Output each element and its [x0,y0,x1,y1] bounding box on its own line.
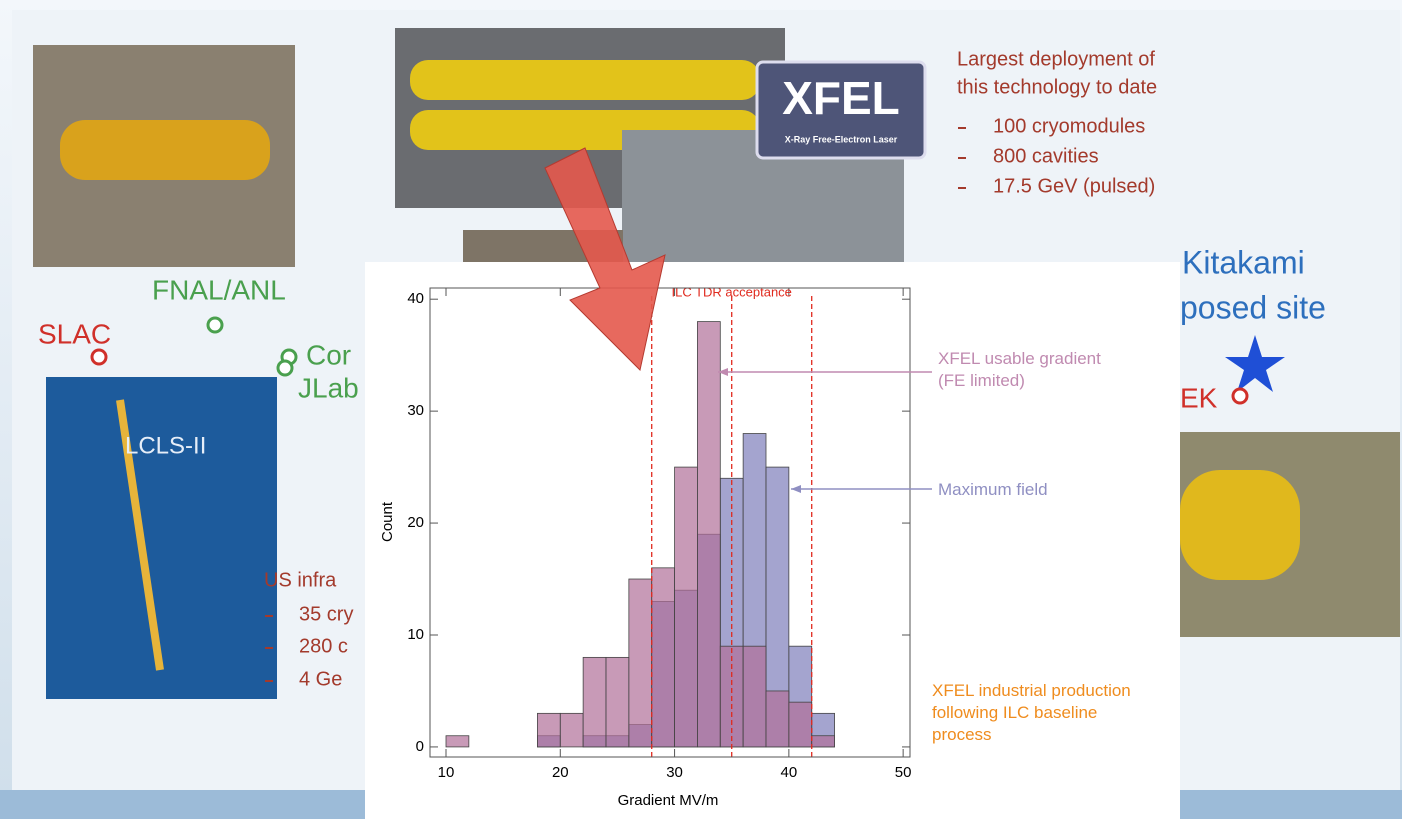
photo-cryomodule [60,120,270,180]
y-tick-label: 0 [416,738,424,755]
arrowhead [791,485,801,493]
series-label: XFEL usable gradient (FE limited) [938,349,1101,390]
series-label: Maximum field [938,480,1048,499]
xfel-heading: this technology to date [957,76,1157,98]
us-item: 4 Ge [299,668,342,690]
site-label: SLAC [38,318,111,349]
y-tick-label: 40 [407,290,424,307]
xfel-logo-box [755,60,927,160]
bar [537,712,561,748]
bar [651,567,675,748]
site-label: Cor [306,339,351,370]
plot-frame [429,287,911,758]
bar [605,656,630,748]
plot: 10 20 30 40 50 0 10 20 30 40 ILC TDR acceptance [407,284,911,781]
star [1225,335,1285,392]
xfel-item: 800 cavities [993,145,1099,167]
x-tick-label: 50 [895,764,912,781]
site-dot [90,348,108,366]
photo-cryomodule [1180,470,1300,580]
x-tick-label: 40 [781,764,798,781]
site-dot [276,359,294,377]
photo-cryomodule [410,60,760,100]
bar [742,645,767,748]
bar [445,735,470,748]
y-tick-label: 20 [407,514,424,531]
site-label: Kitakami [1182,244,1305,280]
x-axis-label: Gradient MV/m [618,792,719,809]
site-label: JLab [298,372,359,403]
xfel-heading: Largest deployment of [957,48,1155,70]
site-label: EK [1180,382,1218,413]
photo-lcls [46,377,277,699]
acceptance-label: ILC TDR acceptance [671,284,791,299]
site-label: FNAL/ANL [152,274,286,305]
y-axis-label: Count [379,501,396,542]
xfel-logo-sub: X-Ray Free-Electron Laser [785,134,898,144]
arrowhead [718,368,728,376]
arrow [544,147,666,372]
lcls-label: LCLS-II [125,432,206,459]
site-dot [206,316,224,334]
bar [788,701,813,748]
site-dot [1231,387,1249,405]
x-tick-label: 10 [438,764,455,781]
note: XFEL industrial production following ILC… [932,681,1131,744]
bar [582,656,607,748]
bar [697,321,721,748]
y-tick-label: 30 [407,402,424,419]
xfel-item: 17.5 GeV (pulsed) [993,175,1155,197]
y-tick-label: 10 [407,626,424,643]
bar [559,712,584,748]
xfel-logo: XFEL [782,72,900,124]
x-tick-label: 20 [552,764,569,781]
bar [628,578,653,748]
us-list: US infra 35 cry 280 c 4 Ge [264,569,353,690]
bar [765,690,790,748]
lcls-drawing [116,399,164,671]
us-item: 35 cry [299,603,353,625]
us-heading: US infra [264,569,337,591]
site-label: posed site [1180,289,1326,325]
bar [811,735,835,748]
bar [674,466,698,748]
x-tick-label: 30 [666,764,683,781]
xfel-item: 100 cryomodules [993,115,1145,137]
xfel-list: Largest deployment of this technology to… [957,48,1157,197]
us-item: 280 c [299,635,348,657]
